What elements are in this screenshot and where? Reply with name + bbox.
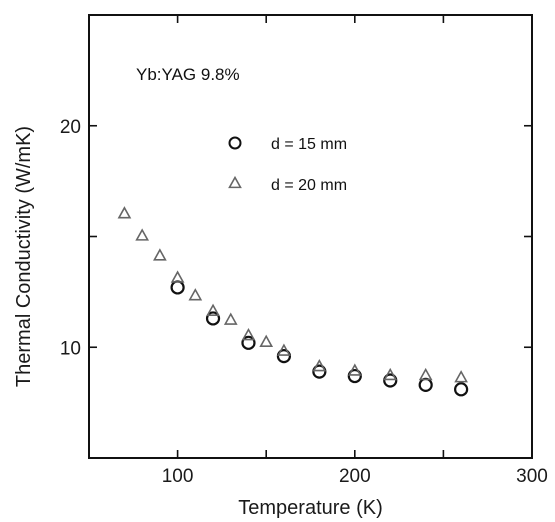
plot-frame xyxy=(88,14,533,459)
point-d20 xyxy=(347,363,362,376)
point-d15 xyxy=(205,311,221,326)
point-d20 xyxy=(135,228,150,241)
point-d20 xyxy=(206,303,220,316)
x-tick-label: 300 xyxy=(516,466,548,487)
x-axis-title: Temperature (K) xyxy=(238,497,383,519)
point-d20 xyxy=(170,270,185,283)
y-tick-label: 10 xyxy=(60,338,81,359)
point-d15 xyxy=(276,349,292,364)
legend-item-d20: d = 20 mm xyxy=(228,175,347,194)
point-d20 xyxy=(312,359,327,372)
point-d20 xyxy=(117,206,132,219)
legend-label-d15: d = 15 mm xyxy=(271,136,347,153)
point-d20 xyxy=(383,367,398,381)
point-d15 xyxy=(454,382,469,397)
point-d15 xyxy=(418,377,433,393)
point-d20 xyxy=(188,288,203,301)
chart-annotation: Yb:YAG 9.8% xyxy=(136,65,240,84)
legend-triangle-marker xyxy=(228,175,242,189)
y-tick-label: 20 xyxy=(60,117,81,138)
point-d20 xyxy=(223,312,238,325)
legend-label-d20: d = 20 mm xyxy=(271,177,347,194)
axis-ticks xyxy=(89,15,533,458)
x-tick-label: 200 xyxy=(339,466,371,487)
point-d15 xyxy=(312,364,327,379)
legend-item-d15: d = 15 mm xyxy=(228,136,347,153)
point-d15 xyxy=(347,368,362,384)
point-d20 xyxy=(277,343,291,356)
point-d20 xyxy=(418,367,433,381)
point-d20 xyxy=(259,334,274,347)
y-axis-title: Thermal Conductivity (W/mK) xyxy=(13,126,35,387)
point-d20 xyxy=(241,327,256,341)
point-d20 xyxy=(153,248,167,261)
point-d15 xyxy=(383,373,398,388)
legend-circle-marker xyxy=(228,136,242,150)
point-d15 xyxy=(241,335,256,350)
point-d20 xyxy=(454,370,468,383)
tick-labels: 100 200 300 10 20 xyxy=(60,117,548,487)
point-d15 xyxy=(170,280,185,295)
legend: d = 15 mm d = 20 mm xyxy=(228,136,347,194)
x-tick-label: 100 xyxy=(162,466,194,487)
data-points xyxy=(117,206,469,397)
